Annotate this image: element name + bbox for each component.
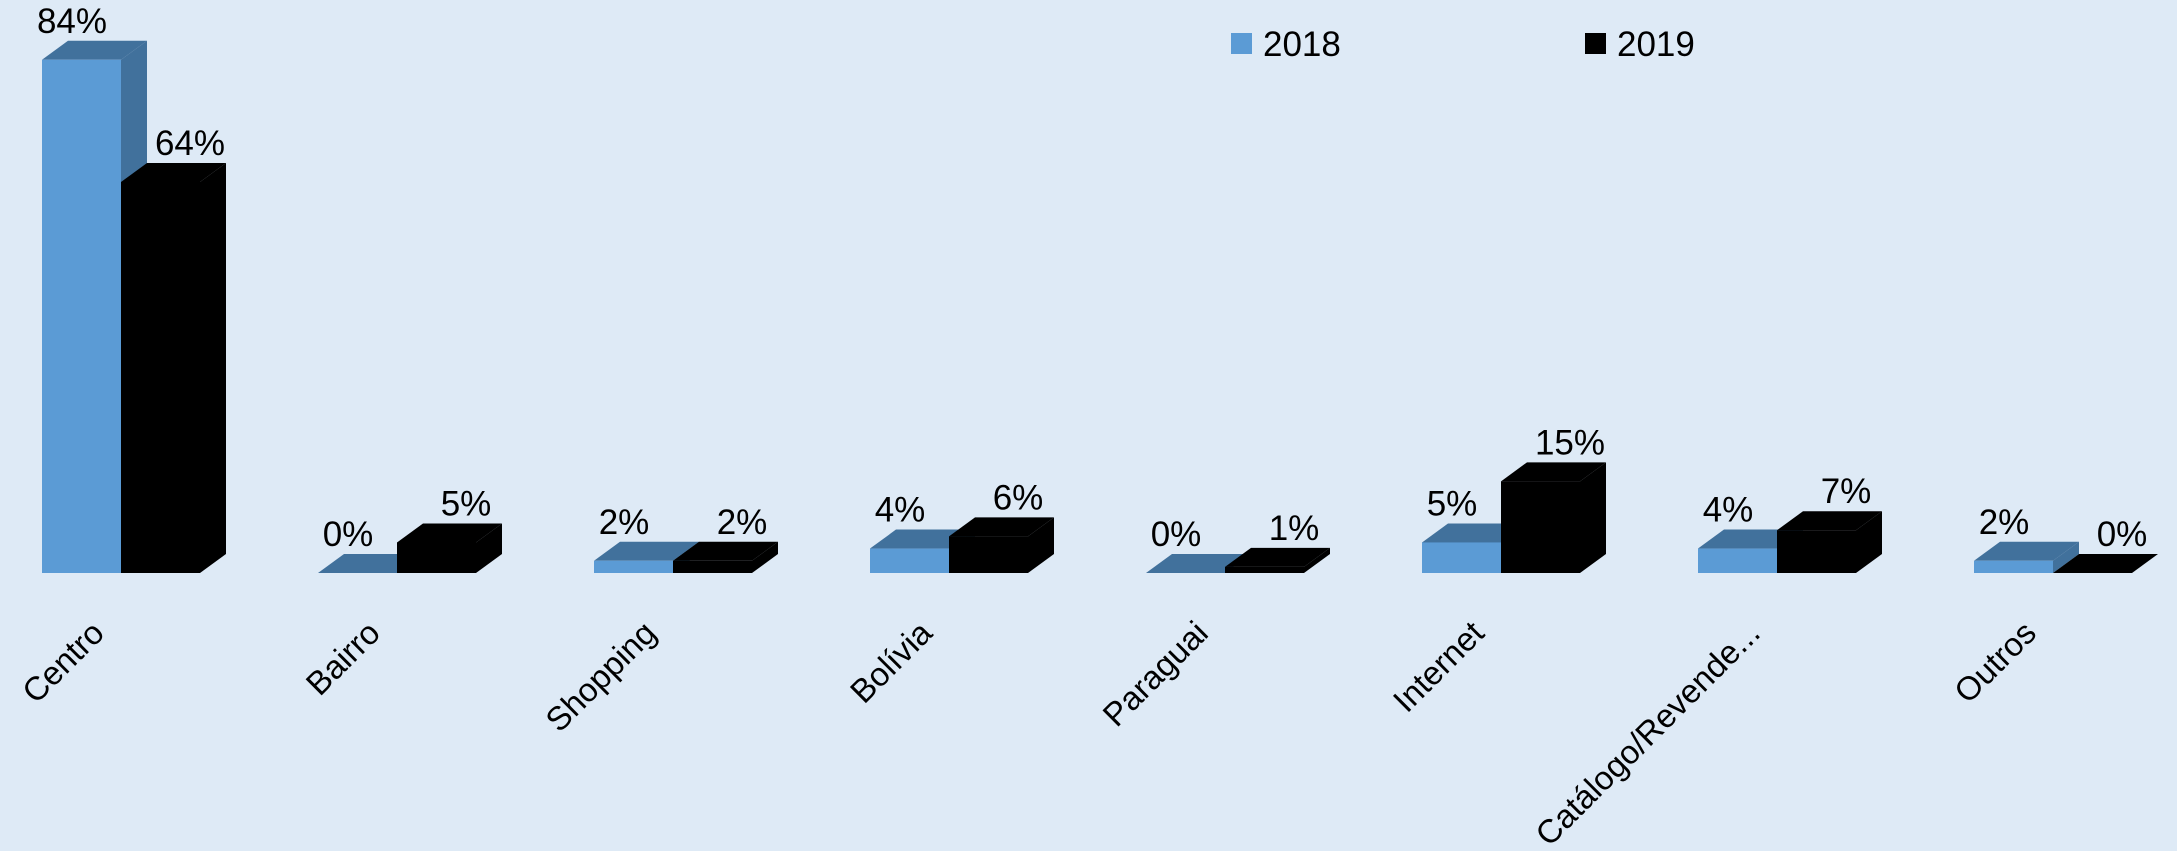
x-tick-label: Paraguai (1095, 614, 1215, 734)
legend-swatch (1231, 33, 1252, 54)
x-tick-label: Outros (1947, 614, 2043, 710)
x-tick-label: Internet (1386, 614, 1491, 719)
bar (121, 181, 200, 573)
value-label: 64% (155, 124, 225, 163)
value-label: 5% (441, 484, 492, 523)
legend-swatch (1585, 33, 1606, 54)
bar-side (752, 541, 778, 573)
bar (1225, 566, 1304, 573)
x-tick-label: Bairro (299, 614, 387, 702)
value-label: 4% (1703, 491, 1754, 530)
value-label: 2% (599, 503, 650, 542)
value-label: 4% (875, 491, 926, 530)
bar-side (1580, 462, 1606, 573)
bar-top (1777, 511, 1882, 531)
bar-top (318, 554, 423, 573)
bar-top (1146, 554, 1251, 573)
value-label: 1% (1269, 509, 1320, 548)
bar (1777, 530, 1856, 573)
bar-side (1856, 511, 1882, 573)
bar-side (200, 162, 226, 573)
bar-top (1698, 529, 1803, 549)
value-label: 84% (37, 2, 107, 41)
value-label: 5% (1427, 484, 1478, 523)
bar-side (2053, 541, 2079, 573)
bar-top (1974, 541, 2079, 561)
x-tick-label: Shopping (538, 614, 663, 739)
bar-top (949, 517, 1054, 537)
value-label: 0% (323, 515, 374, 554)
value-label: 15% (1535, 423, 1605, 462)
bar-top (1501, 462, 1606, 482)
bar (594, 560, 673, 573)
bar (949, 536, 1028, 573)
legend-label: 2019 (1617, 25, 1695, 64)
bar (1698, 548, 1777, 573)
bar-top (870, 529, 975, 549)
bar-top (1225, 547, 1330, 567)
value-label: 6% (993, 478, 1044, 517)
bar-top (594, 541, 699, 561)
bar (1501, 481, 1580, 573)
bar (870, 548, 949, 573)
bar (1974, 560, 2053, 573)
bar (673, 560, 752, 573)
bar (1422, 542, 1501, 573)
bar-top (1422, 523, 1527, 543)
bar-top (397, 523, 502, 543)
value-label: 2% (1979, 503, 2030, 542)
bar-side (1028, 517, 1054, 573)
bar-top (121, 162, 226, 182)
bar-top (2053, 554, 2158, 573)
x-tick-label: Bolívia (843, 613, 940, 710)
bar (42, 59, 121, 573)
bar-side (476, 523, 502, 573)
bar-top (42, 40, 147, 60)
value-label: 2% (717, 503, 768, 542)
value-label: 7% (1821, 472, 1872, 511)
value-label: 0% (1151, 515, 1202, 554)
bar-side (1304, 547, 1330, 573)
bar-top (673, 541, 778, 561)
value-label: 0% (2097, 515, 2148, 554)
x-tick-label: Catálogo/Revende... (1528, 614, 1767, 851)
legend-label: 2018 (1263, 25, 1341, 64)
x-tick-label: Centro (15, 614, 111, 710)
bar (397, 542, 476, 573)
